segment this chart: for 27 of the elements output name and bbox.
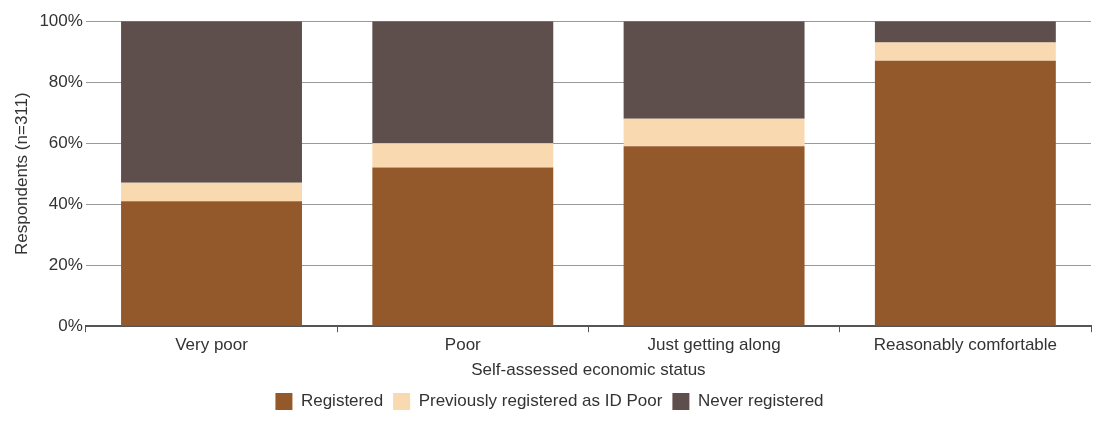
y-tick-label: 80% <box>48 71 83 91</box>
y-tick-label: 100% <box>39 10 83 30</box>
bar <box>623 21 805 119</box>
legend-label: Previously registered as ID Poor <box>418 391 663 411</box>
legend-label: Registered <box>300 391 384 411</box>
bar <box>874 60 1056 326</box>
bar <box>372 143 554 168</box>
bar <box>874 42 1056 61</box>
x-tick-label: Poor <box>444 335 482 355</box>
x-tick-label: Very poor <box>175 335 249 355</box>
y-tick-label: 40% <box>48 193 83 213</box>
bar <box>623 146 805 326</box>
y-tick-label: 0% <box>58 315 83 335</box>
bar <box>372 167 554 326</box>
y-tick-label: 60% <box>48 132 83 152</box>
legend-label: Never registered <box>697 391 824 411</box>
x-tick-label: Just getting along <box>647 335 781 355</box>
bar <box>623 118 805 147</box>
bar <box>121 182 302 202</box>
x-axis-title: Self-assessed economic status <box>471 360 706 380</box>
x-tick-label: Reasonably comfortable <box>873 335 1058 355</box>
y-axis-title: Respondents (n=311) <box>11 92 31 256</box>
bar <box>372 21 554 144</box>
bar <box>121 201 302 326</box>
bar <box>874 21 1056 43</box>
bar <box>121 21 302 183</box>
y-tick-label: 20% <box>48 254 83 274</box>
